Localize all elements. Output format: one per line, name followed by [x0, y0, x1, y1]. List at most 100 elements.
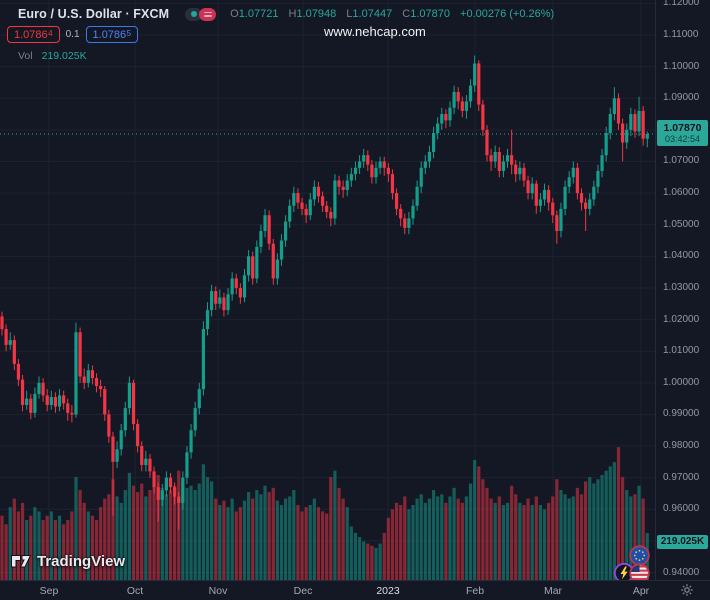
volume-bar	[247, 492, 251, 580]
time-axis[interactable]: Sep Oct Nov Dec 2023 Feb Mar Apr	[0, 580, 710, 600]
candle-body	[99, 385, 103, 390]
candle-body	[316, 186, 321, 197]
candle-body	[25, 398, 29, 405]
candle-body	[645, 133, 649, 139]
volume-bar	[201, 464, 205, 580]
candle-body	[571, 167, 575, 178]
volume-bar	[119, 502, 123, 580]
volume-bar	[526, 498, 530, 580]
volume-bar	[415, 498, 419, 580]
volume-bar	[497, 496, 501, 580]
candle-body	[49, 397, 53, 405]
volume-bar	[308, 505, 312, 580]
candle-body	[226, 294, 230, 311]
volume-bar	[53, 520, 58, 580]
price-axis-label: 1.00000	[663, 376, 700, 388]
price-axis-label: 1.04000	[663, 250, 700, 262]
candle-body	[501, 161, 506, 171]
volume-bar	[49, 511, 53, 580]
volume-bar	[542, 509, 547, 580]
sell-button[interactable]: 1.0786 4	[7, 26, 60, 43]
candle-body	[608, 114, 612, 134]
price-axis-label: 1.01000	[663, 345, 700, 357]
symbol-status-toggle[interactable]	[185, 7, 217, 21]
volume-bar	[41, 520, 45, 580]
tradingview-logo[interactable]: TradingView	[10, 553, 125, 570]
candle-body	[144, 458, 148, 466]
candle-body	[362, 155, 366, 162]
volume-bar	[641, 498, 645, 580]
market-open-indicator-icon	[185, 7, 203, 21]
open-value: 1.07721	[238, 8, 279, 20]
candle-body	[66, 403, 70, 413]
candle-body	[489, 155, 493, 162]
buy-button[interactable]: 1.0786 5	[85, 26, 139, 43]
candle-body	[629, 114, 633, 130]
price-axis-label: 1.12000	[663, 0, 700, 9]
volume-bar	[419, 494, 423, 580]
volume-bar	[436, 496, 440, 580]
candle-body	[304, 208, 308, 216]
price-axis-label: 0.96000	[663, 503, 700, 515]
symbol-menu-icon[interactable]	[199, 7, 217, 21]
volume-bar	[567, 498, 571, 580]
volume-bar	[431, 490, 436, 580]
volume-bar	[357, 537, 362, 580]
time-axis-label: 2023	[376, 585, 400, 597]
candle-body	[477, 63, 481, 105]
ohlc-readout: O1.07721 H1.07948 L1.07447 C1.07870 +0.0…	[230, 8, 555, 20]
candle-body	[156, 487, 160, 500]
price-axis-label: 1.10000	[663, 60, 700, 72]
volume-bar	[505, 502, 510, 580]
candle-body	[234, 278, 238, 288]
candle-body	[325, 205, 329, 213]
volume-bar	[341, 498, 345, 580]
candle-body	[20, 379, 25, 405]
candle-body	[16, 363, 21, 380]
candle-body	[390, 174, 395, 194]
candle-body	[407, 218, 411, 228]
candle-body	[218, 297, 222, 304]
candle-body	[584, 202, 588, 209]
axis-settings-gear-icon[interactable]	[680, 583, 694, 600]
candle-body	[534, 183, 538, 206]
candle-body	[370, 164, 374, 178]
candle-body	[493, 151, 497, 162]
symbol-title[interactable]: Euro / U.S. Dollar · FXCM	[18, 7, 170, 21]
candle-body	[592, 186, 596, 200]
volume-bar	[600, 475, 604, 580]
volume-bar	[522, 505, 526, 580]
candle-body	[8, 340, 12, 345]
volume-bar	[78, 490, 82, 580]
volume-badge: 219.025K	[657, 535, 708, 549]
candle-body	[551, 202, 555, 216]
volume-bar	[316, 507, 321, 580]
volume-bar	[592, 483, 596, 580]
candle-body	[329, 212, 333, 219]
volume-bar	[148, 490, 152, 580]
candle-body	[510, 155, 514, 165]
candle-body	[337, 180, 341, 187]
price-axis[interactable]: 1.120001.110001.100001.090001.080001.070…	[655, 0, 710, 580]
volume-bar	[168, 490, 173, 580]
candle-body	[210, 291, 214, 311]
candle-body	[530, 183, 534, 194]
volume-bar	[185, 487, 189, 580]
volume-bar	[390, 509, 395, 580]
candle-body	[115, 449, 119, 462]
volume-bar	[25, 520, 29, 580]
candle-body	[588, 199, 592, 209]
candle-body	[127, 382, 132, 409]
volume-bar	[267, 492, 271, 580]
volume-bar	[255, 490, 259, 580]
candle-body	[148, 458, 152, 472]
volume-bar	[275, 500, 279, 580]
volume-bar	[608, 466, 612, 580]
candle-body	[296, 193, 300, 203]
time-axis-label: Mar	[543, 585, 563, 597]
volume-bar	[8, 507, 12, 580]
volume-bar	[477, 466, 481, 580]
candle-body	[168, 477, 173, 488]
volume-bar	[62, 524, 66, 580]
